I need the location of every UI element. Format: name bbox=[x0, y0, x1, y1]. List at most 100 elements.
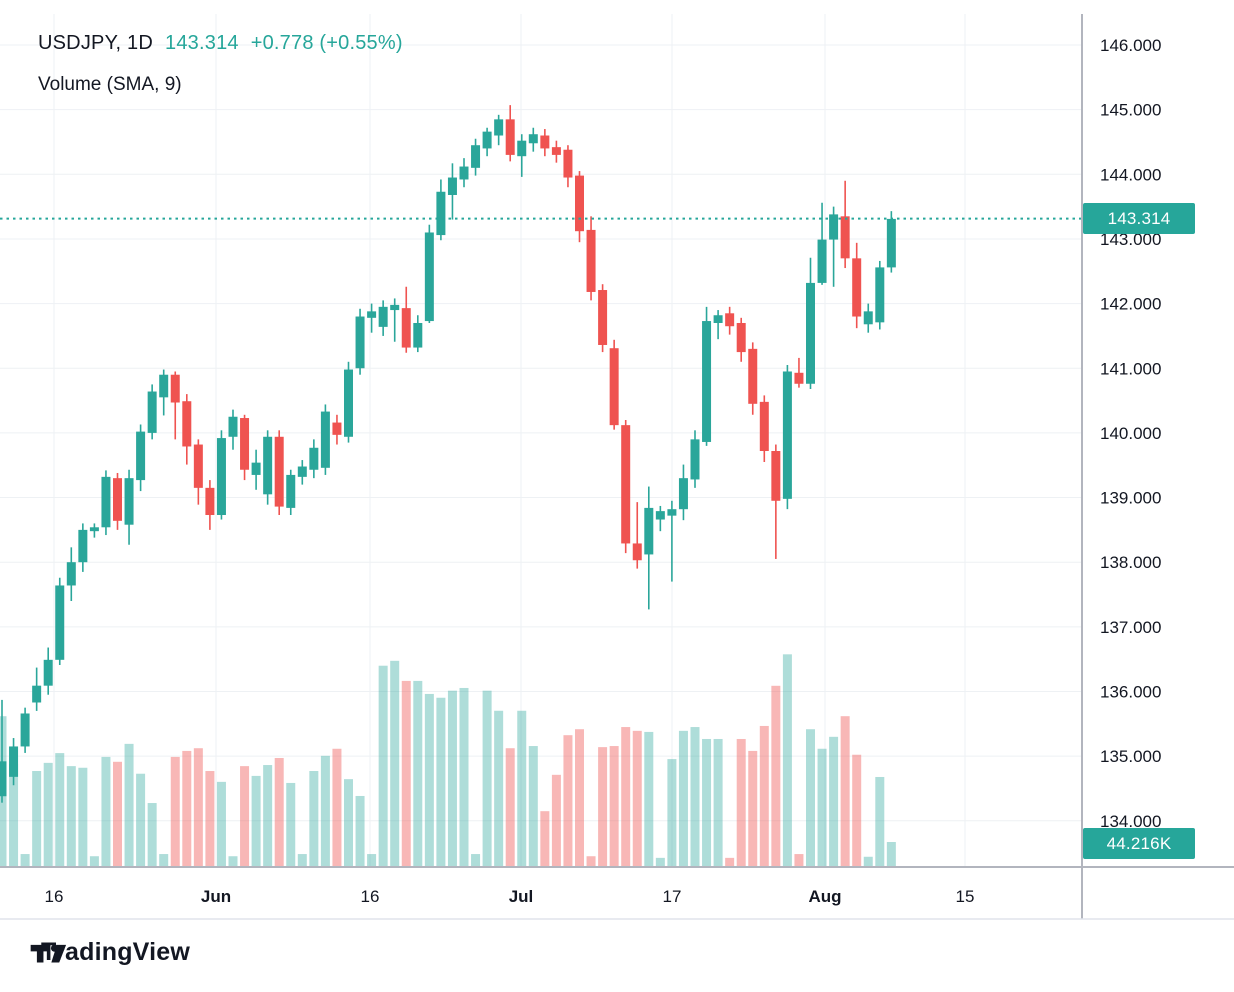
price-axis-label: 145.000 bbox=[1100, 101, 1161, 120]
candle-body bbox=[274, 436, 284, 507]
time-axis-label: 16 bbox=[361, 887, 380, 906]
time-axis-label: 17 bbox=[663, 887, 682, 906]
candle-body bbox=[413, 322, 423, 348]
time-axis-label: Jun bbox=[201, 887, 231, 906]
tradingview-attribution[interactable]: TradingView bbox=[30, 938, 190, 967]
time-axis-labels: 16 Jun 16 Jul 17 Aug 15 bbox=[45, 887, 975, 906]
candle-body bbox=[771, 451, 781, 501]
candle-body bbox=[829, 214, 839, 240]
volume-bar bbox=[471, 854, 481, 866]
volume-bar bbox=[401, 680, 411, 866]
candle-body bbox=[517, 140, 527, 157]
candle-body bbox=[159, 374, 169, 398]
volume-bar bbox=[55, 753, 65, 866]
volume-bar bbox=[875, 776, 885, 866]
candle-body bbox=[43, 659, 53, 686]
candle-body bbox=[367, 311, 377, 318]
volume-bar bbox=[332, 748, 342, 866]
candle-body bbox=[251, 462, 261, 475]
candle-body bbox=[471, 145, 481, 168]
price-change-text: +0.778 (+0.55%) bbox=[250, 32, 403, 54]
tradingview-logo-icon bbox=[30, 944, 67, 963]
candle-body bbox=[817, 239, 827, 283]
price-axis-label: 142.000 bbox=[1100, 295, 1161, 314]
volume-bar bbox=[551, 774, 561, 866]
candle-body bbox=[748, 348, 758, 404]
candle-body bbox=[240, 418, 250, 470]
volume-indicator-label[interactable]: Volume (SMA, 9) bbox=[38, 74, 182, 95]
last-price-text: 143.314 bbox=[165, 32, 239, 54]
time-axis-label: Jul bbox=[509, 887, 534, 906]
volume-bar bbox=[482, 690, 492, 866]
volume-bar bbox=[840, 716, 850, 866]
candle-body bbox=[89, 527, 99, 532]
candle-body bbox=[205, 487, 215, 516]
candle-body bbox=[505, 119, 515, 155]
volume-bar bbox=[355, 795, 365, 866]
candle-body bbox=[863, 311, 873, 325]
volume-bar bbox=[309, 771, 319, 866]
volume-bar bbox=[378, 665, 388, 866]
candle-body bbox=[598, 290, 608, 345]
volume-bar bbox=[424, 693, 434, 866]
candle-body bbox=[332, 422, 342, 435]
volume-bar bbox=[806, 729, 815, 866]
price-axis-label: 144.000 bbox=[1100, 165, 1161, 184]
candle-body bbox=[690, 439, 700, 480]
candle-body bbox=[170, 374, 180, 403]
candle-body bbox=[551, 147, 561, 155]
volume-bar bbox=[655, 857, 665, 866]
candle-body bbox=[678, 478, 688, 510]
candle-body bbox=[528, 134, 538, 144]
volume-bar bbox=[436, 697, 446, 866]
volume-bar bbox=[205, 771, 215, 866]
volume-bar bbox=[621, 727, 631, 866]
candle-body bbox=[621, 425, 631, 544]
price-axis-label: 134.000 bbox=[1100, 812, 1161, 831]
price-axis-label: 141.000 bbox=[1100, 359, 1161, 378]
candle-body bbox=[113, 478, 122, 521]
volume-bar bbox=[528, 746, 538, 866]
candle-body bbox=[794, 372, 804, 384]
candle-body bbox=[644, 507, 654, 555]
candle-body bbox=[563, 149, 573, 178]
volume-bar bbox=[713, 738, 723, 866]
volume-bar bbox=[240, 766, 250, 866]
volume-bar bbox=[748, 750, 758, 866]
time-axis-label: 15 bbox=[956, 887, 975, 906]
candles-layer bbox=[0, 105, 896, 803]
candle-body bbox=[182, 401, 192, 447]
candle-body bbox=[840, 216, 850, 259]
candle-body bbox=[193, 444, 203, 488]
last-volume-axis-badge: 44.216K bbox=[1083, 828, 1195, 859]
candle-body bbox=[702, 321, 712, 442]
price-axis-labels: 134.000 135.000 136.000 137.000 138.000 139.0… bbox=[1100, 36, 1161, 831]
candle-body bbox=[9, 746, 19, 777]
volume-bar bbox=[782, 654, 792, 866]
candle-body bbox=[609, 348, 619, 426]
candle-body bbox=[494, 119, 504, 136]
candle-body bbox=[736, 322, 746, 353]
symbol-row[interactable]: USDJPY, 1D 143.314 +0.778 (+0.55%) bbox=[38, 30, 403, 56]
volume-bar bbox=[586, 856, 596, 866]
volume-bar bbox=[575, 729, 584, 866]
volume-bar bbox=[286, 782, 296, 866]
candle-body bbox=[297, 466, 307, 477]
candle-body bbox=[725, 313, 735, 327]
volume-bar bbox=[598, 747, 608, 866]
volume-bar bbox=[413, 680, 423, 866]
volume-bar bbox=[101, 756, 111, 866]
volume-bar bbox=[609, 746, 619, 866]
volume-bar bbox=[494, 710, 504, 866]
volume-bar bbox=[251, 775, 261, 866]
volume-bars-layer bbox=[0, 654, 896, 866]
candle-body bbox=[378, 306, 388, 327]
time-axis-label: Aug bbox=[808, 887, 841, 906]
volume-bar bbox=[344, 779, 353, 866]
time-axis-label: 16 bbox=[45, 887, 64, 906]
volume-bar bbox=[678, 730, 688, 866]
volume-bar bbox=[886, 842, 896, 866]
candle-body bbox=[436, 191, 446, 236]
